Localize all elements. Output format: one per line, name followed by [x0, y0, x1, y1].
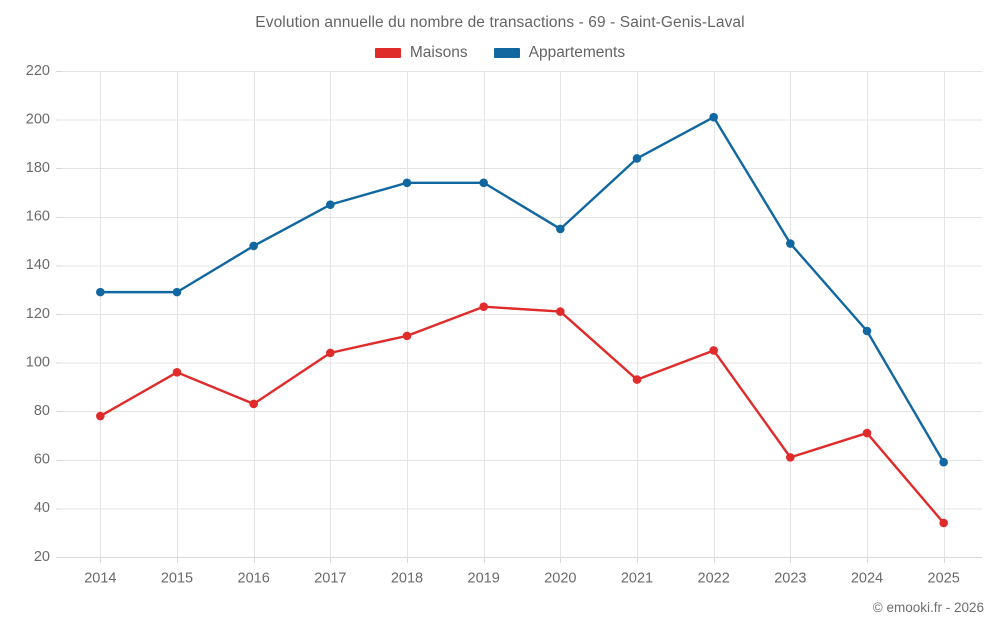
data-point[interactable]: [709, 346, 718, 355]
credit-text: © emooki.fr - 2026: [872, 600, 984, 615]
legend-swatch-icon: [493, 48, 520, 58]
legend-item-appartements[interactable]: Appartements: [493, 44, 626, 62]
data-point[interactable]: [249, 241, 258, 251]
x-axis-tick-label: 2017: [314, 571, 346, 587]
x-axis-tick-label: 2024: [851, 571, 883, 587]
data-point[interactable]: [402, 331, 412, 341]
y-axis-tick-label: 100: [26, 354, 50, 370]
x-axis-tick-label: 2016: [238, 571, 270, 587]
series-layer: [96, 112, 948, 528]
y-axis-tick-label: 200: [26, 111, 50, 127]
series-line-appartements: [99, 115, 945, 464]
x-axis-tick-label: 2019: [468, 571, 500, 587]
y-axis-tick-label: 20: [34, 549, 50, 565]
y-axis-tick-label: 220: [26, 63, 50, 79]
y-axis-tick-label: 160: [26, 209, 50, 225]
data-point[interactable]: [939, 518, 948, 528]
x-axis-labels: 2014 2015 2016 2017 2018 2019 2020 2021 2022 2023…: [84, 571, 960, 587]
x-axis-tick-label: 2021: [621, 571, 653, 587]
data-point[interactable]: [172, 287, 182, 297]
data-point[interactable]: [479, 178, 488, 188]
chart-legend: Maisons Appartements: [0, 44, 1000, 62]
data-point[interactable]: [709, 112, 718, 122]
legend-swatch-icon: [374, 48, 401, 58]
data-point[interactable]: [479, 302, 488, 312]
x-axis-tick-label: 2018: [391, 571, 423, 587]
series-line-maisons: [99, 305, 945, 525]
x-axis-tick-label: 2025: [928, 571, 960, 587]
x-axis-tick-label: 2015: [161, 571, 193, 587]
y-axis-tick-label: 180: [26, 160, 50, 176]
x-axis-tick-label: 2023: [774, 571, 806, 587]
data-point[interactable]: [786, 453, 795, 462]
data-point[interactable]: [939, 457, 948, 467]
series-maisons: [96, 302, 948, 528]
x-axis-tick-label: 2022: [698, 571, 730, 587]
data-point[interactable]: [326, 200, 335, 209]
data-point[interactable]: [632, 154, 642, 163]
grid-layer: [56, 71, 982, 563]
legend-label-appartements: Appartements: [528, 44, 626, 61]
data-point[interactable]: [402, 178, 412, 188]
data-point[interactable]: [96, 287, 105, 297]
y-axis-tick-label: 80: [34, 403, 50, 419]
data-point[interactable]: [862, 326, 872, 336]
data-point[interactable]: [172, 368, 182, 377]
data-point[interactable]: [96, 411, 105, 421]
x-axis-tick-label: 2014: [84, 571, 116, 587]
data-point[interactable]: [556, 224, 565, 234]
data-point[interactable]: [556, 307, 565, 316]
data-point[interactable]: [326, 348, 335, 358]
y-axis-labels: 20 40 60 80 100 120 140 160 180 200 220: [26, 63, 50, 565]
data-point[interactable]: [786, 239, 795, 248]
legend-label-maisons: Maisons: [409, 44, 468, 61]
data-point[interactable]: [249, 399, 258, 409]
legend-item-maisons[interactable]: Maisons: [374, 44, 468, 62]
y-axis-tick-label: 60: [34, 452, 50, 468]
x-axis-tick-label: 2020: [544, 571, 576, 587]
series-appartements: [96, 112, 948, 467]
y-axis-tick-label: 140: [26, 257, 50, 273]
data-point[interactable]: [862, 428, 872, 438]
y-axis-tick-label: 40: [34, 500, 50, 516]
chart-title: Evolution annuelle du nombre de transact…: [255, 14, 745, 31]
y-axis-tick-label: 120: [26, 306, 50, 322]
data-point[interactable]: [632, 375, 642, 384]
